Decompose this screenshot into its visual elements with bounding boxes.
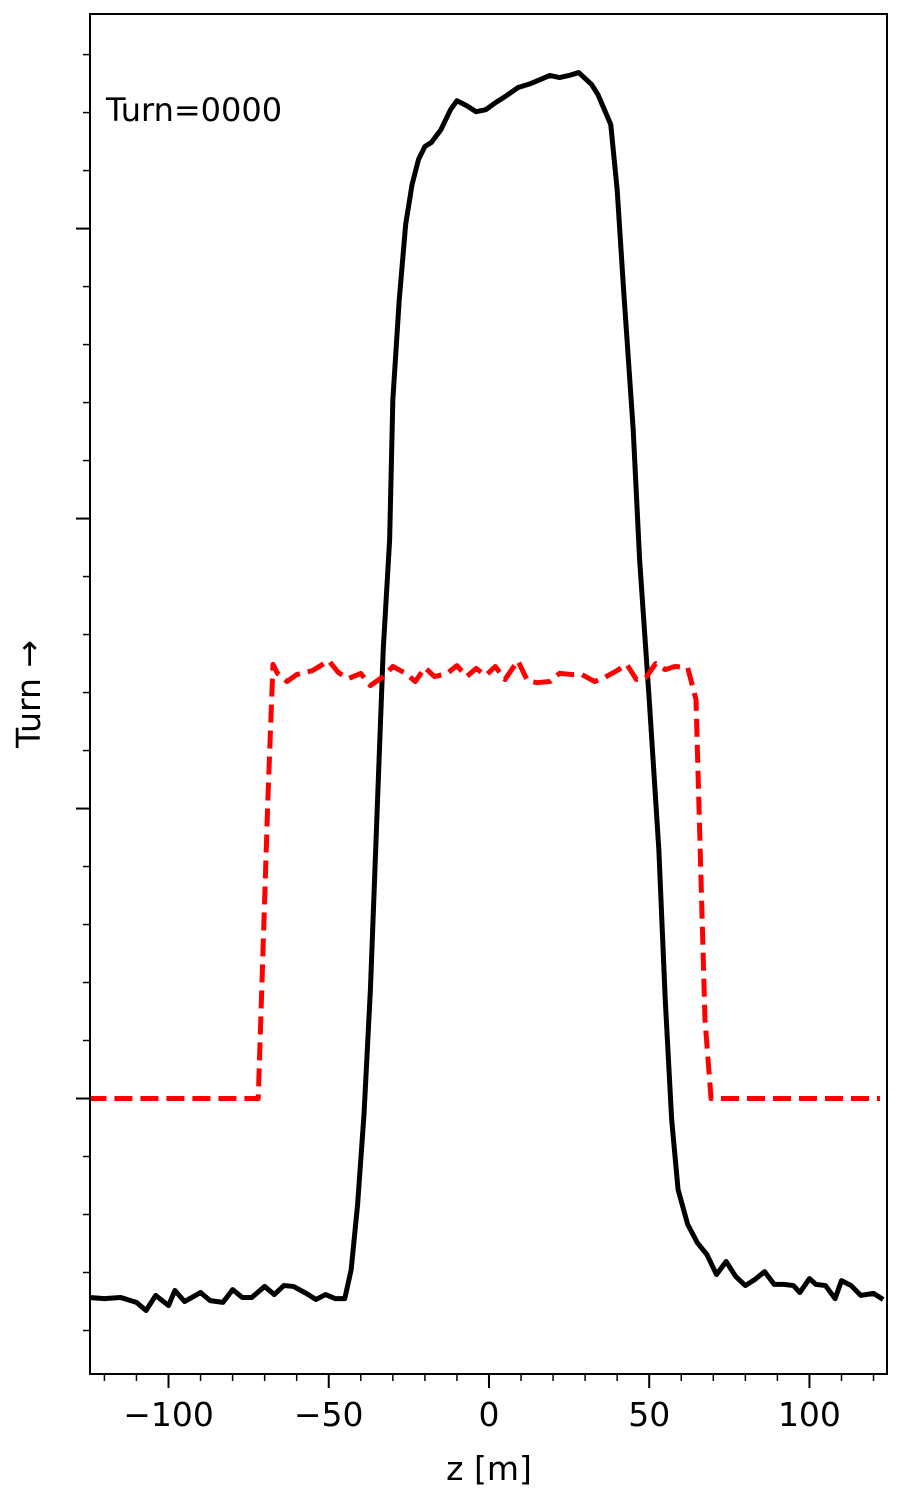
- data-line: [90, 70, 885, 1313]
- x-tick-label: 0: [478, 1395, 499, 1434]
- data-line: [90, 658, 880, 1102]
- plot-frame: [89, 13, 888, 1375]
- x-axis-label: z [m]: [446, 1449, 532, 1488]
- x-tick-label: 100: [778, 1395, 841, 1434]
- x-tick-label: −100: [123, 1395, 214, 1434]
- annotation: Turn=0000: [105, 91, 282, 129]
- y-axis-label: Turn →: [9, 640, 48, 749]
- x-tick-label: 50: [628, 1395, 670, 1434]
- x-tick-label: −50: [294, 1395, 364, 1434]
